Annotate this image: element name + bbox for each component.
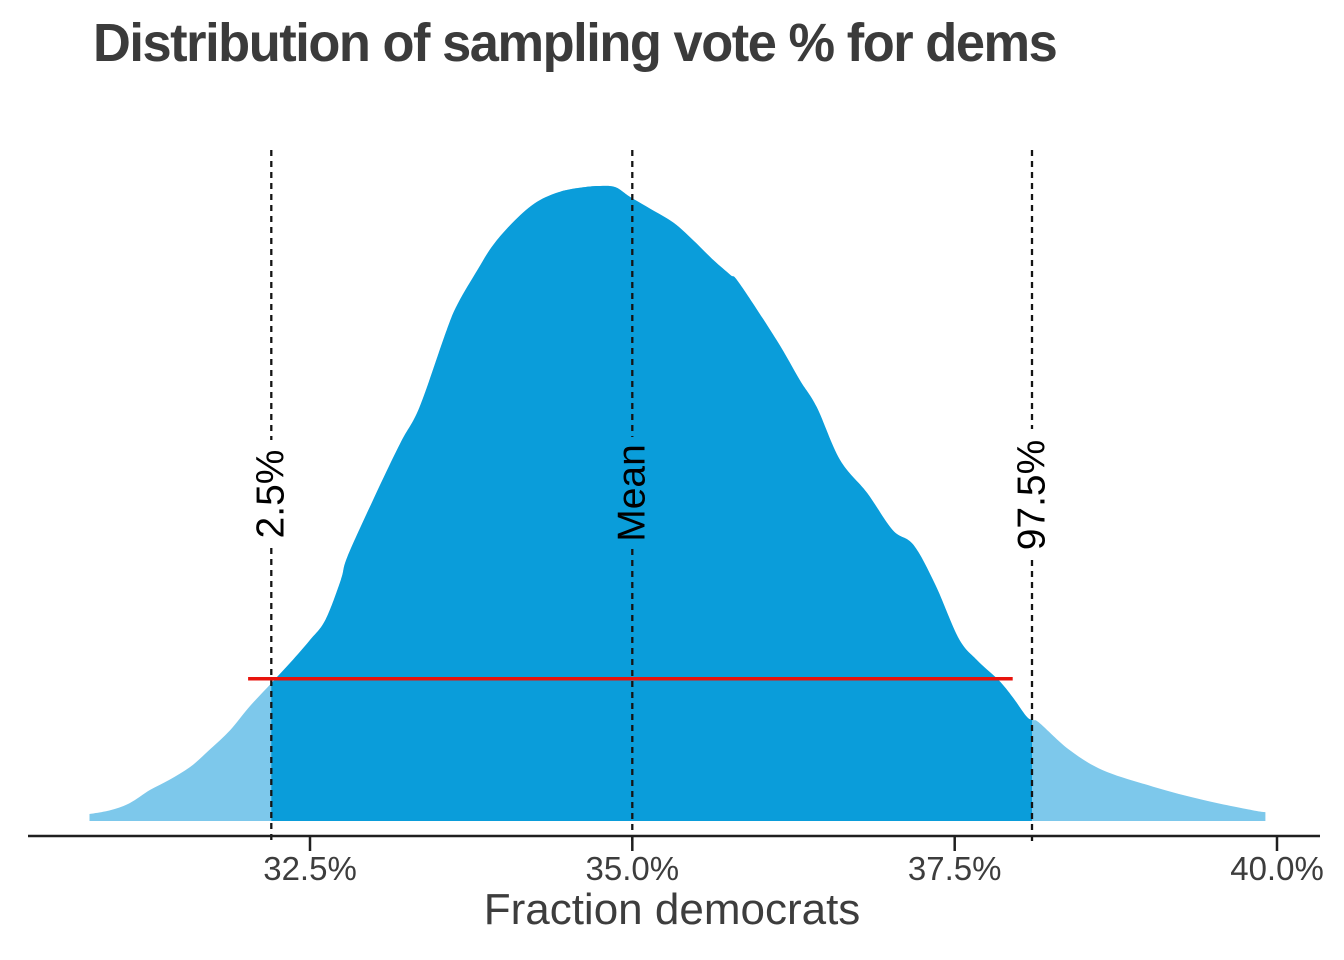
x-axis-group (28, 834, 1320, 851)
x-tick-label-32-5: 32.5% (263, 850, 357, 887)
x-axis-title: Fraction democrats (483, 885, 861, 934)
mean-label: Mean (610, 444, 654, 542)
quantile-label-97-5: 97.5% (1010, 439, 1054, 551)
quantile-label-2-5: 2.5% (249, 449, 293, 539)
quantile-lines-group (270, 150, 1034, 843)
x-tick-label-40-0: 40.0% (1230, 850, 1324, 887)
x-tick-label-37-5: 37.5% (907, 850, 1002, 887)
x-tick-label-35-0: 35.0% (585, 850, 680, 887)
chart-title: Distribution of sampling vote % for dems (93, 13, 1058, 73)
density-area-central-interval (271, 185, 1032, 821)
